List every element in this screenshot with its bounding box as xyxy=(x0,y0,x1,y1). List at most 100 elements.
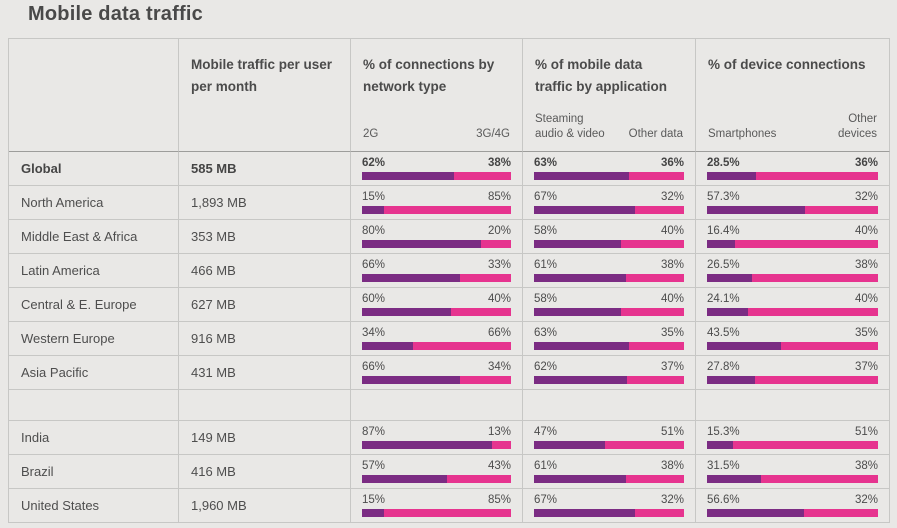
region-cell: Western Europe xyxy=(9,322,179,356)
device-bar-cell: 43.5% 35% xyxy=(696,322,890,356)
network-percent-labels: 66% 33% xyxy=(362,259,511,273)
traffic-cell: 431 MB xyxy=(179,356,351,390)
application-bar-cell: 62% 37% xyxy=(523,356,696,390)
network-percent-labels: 66% 34% xyxy=(362,361,511,375)
application-purple-segment xyxy=(534,509,635,518)
network-purple-segment xyxy=(362,441,492,450)
network-left-percent: 80% xyxy=(362,224,386,237)
device-bar-cell: 28.5% 36% xyxy=(696,152,890,186)
header-traffic-cell: Mobile traffic per user per month xyxy=(179,39,351,152)
spacer-cell xyxy=(696,390,890,421)
device-bar-cell: 16.4% 40% xyxy=(696,220,890,254)
device-percent-labels: 28.5% 36% xyxy=(707,157,878,171)
region-cell: North America xyxy=(9,186,179,220)
network-bar-cell: 60% 40% xyxy=(351,288,523,322)
network-left-percent: 15% xyxy=(362,190,386,203)
network-purple-segment xyxy=(362,240,482,249)
network-purple-segment xyxy=(362,206,385,215)
device-bar-cell: 31.5% 38% xyxy=(696,455,890,489)
device-pink-segment xyxy=(748,308,878,317)
region-cell: Brazil xyxy=(9,455,179,489)
application-purple-segment xyxy=(534,376,627,385)
region-label: Western Europe xyxy=(21,331,115,346)
spacer-cell xyxy=(179,390,351,421)
application-percent-labels: 58% 40% xyxy=(534,225,684,239)
application-percent-labels: 58% 40% xyxy=(534,293,684,307)
traffic-value: 416 MB xyxy=(191,464,236,479)
application-pink-segment xyxy=(621,308,684,317)
network-pink-segment xyxy=(446,475,511,484)
device-purple-segment xyxy=(707,308,749,317)
network-bar-cell: 15% 85% xyxy=(351,489,523,523)
device-stacked-bar xyxy=(707,509,878,518)
network-pink-segment xyxy=(460,274,511,283)
traffic-cell: 627 MB xyxy=(179,288,351,322)
network-pink-segment xyxy=(460,376,511,385)
network-right-percent: 40% xyxy=(487,292,511,305)
application-percent-labels: 63% 35% xyxy=(534,327,684,341)
application-left-percent: 61% xyxy=(534,459,558,472)
device-percent-labels: 15.3% 51% xyxy=(707,426,878,440)
application-purple-segment xyxy=(534,240,621,249)
header-application-title: % of mobile data traffic by application xyxy=(535,57,668,94)
network-left-percent: 57% xyxy=(362,459,386,472)
network-pink-segment xyxy=(454,172,511,181)
device-left-percent: 56.6% xyxy=(707,493,740,506)
header-network-cell: % of connections by network type 2G 3G/4… xyxy=(351,39,523,152)
device-right-percent: 32% xyxy=(854,190,878,203)
device-pink-segment xyxy=(760,475,878,484)
region-cell: United States xyxy=(9,489,179,523)
traffic-value: 149 MB xyxy=(191,430,236,445)
region-label: Brazil xyxy=(21,464,54,479)
application-left-percent: 47% xyxy=(534,425,558,438)
device-bar-cell: 24.1% 40% xyxy=(696,288,890,322)
device-pink-segment xyxy=(755,172,878,181)
application-bar-cell: 47% 51% xyxy=(523,421,696,455)
network-bar-cell: 62% 38% xyxy=(351,152,523,186)
header-device-cell: % of device connections Smartphones Othe… xyxy=(696,39,890,152)
device-purple-segment xyxy=(707,172,756,181)
network-right-percent: 20% xyxy=(487,224,511,237)
device-right-percent: 37% xyxy=(854,360,878,373)
device-left-percent: 43.5% xyxy=(707,326,740,339)
application-pink-segment xyxy=(604,441,684,450)
network-left-sublabel: 2G xyxy=(363,128,379,141)
device-purple-segment xyxy=(707,240,736,249)
device-right-percent: 38% xyxy=(854,459,878,472)
application-stacked-bar xyxy=(534,509,684,518)
header-application-cell: % of mobile data traffic by application … xyxy=(523,39,696,152)
network-right-percent: 85% xyxy=(487,493,511,506)
device-left-percent: 27.8% xyxy=(707,360,740,373)
application-bar-cell: 67% 32% xyxy=(523,186,696,220)
device-stacked-bar xyxy=(707,441,878,450)
application-left-percent: 63% xyxy=(534,156,558,169)
network-stacked-bar xyxy=(362,206,511,215)
device-purple-segment xyxy=(707,441,734,450)
application-purple-segment xyxy=(534,475,626,484)
application-purple-segment xyxy=(534,206,635,215)
network-left-percent: 60% xyxy=(362,292,386,305)
network-percent-labels: 87% 13% xyxy=(362,426,511,440)
network-percent-labels: 57% 43% xyxy=(362,460,511,474)
application-percent-labels: 67% 32% xyxy=(534,494,684,508)
network-right-sublabel: 3G/4G xyxy=(476,128,510,141)
device-left-percent: 28.5% xyxy=(707,156,740,169)
application-pink-segment xyxy=(634,206,684,215)
device-stacked-bar xyxy=(707,342,878,351)
device-percent-labels: 56.6% 32% xyxy=(707,494,878,508)
device-pink-segment xyxy=(735,240,878,249)
region-label: Latin America xyxy=(21,263,100,278)
application-stacked-bar xyxy=(534,240,684,249)
application-purple-segment xyxy=(534,441,605,450)
device-stacked-bar xyxy=(707,475,878,484)
application-pink-segment xyxy=(628,342,684,351)
network-bar-cell: 66% 34% xyxy=(351,356,523,390)
network-pink-segment xyxy=(451,308,511,317)
device-pink-segment xyxy=(804,206,878,215)
network-stacked-bar xyxy=(362,342,511,351)
device-pink-segment xyxy=(781,342,878,351)
spacer-cell xyxy=(351,390,523,421)
device-right-percent: 35% xyxy=(854,326,878,339)
application-left-percent: 62% xyxy=(534,360,558,373)
network-stacked-bar xyxy=(362,172,511,181)
